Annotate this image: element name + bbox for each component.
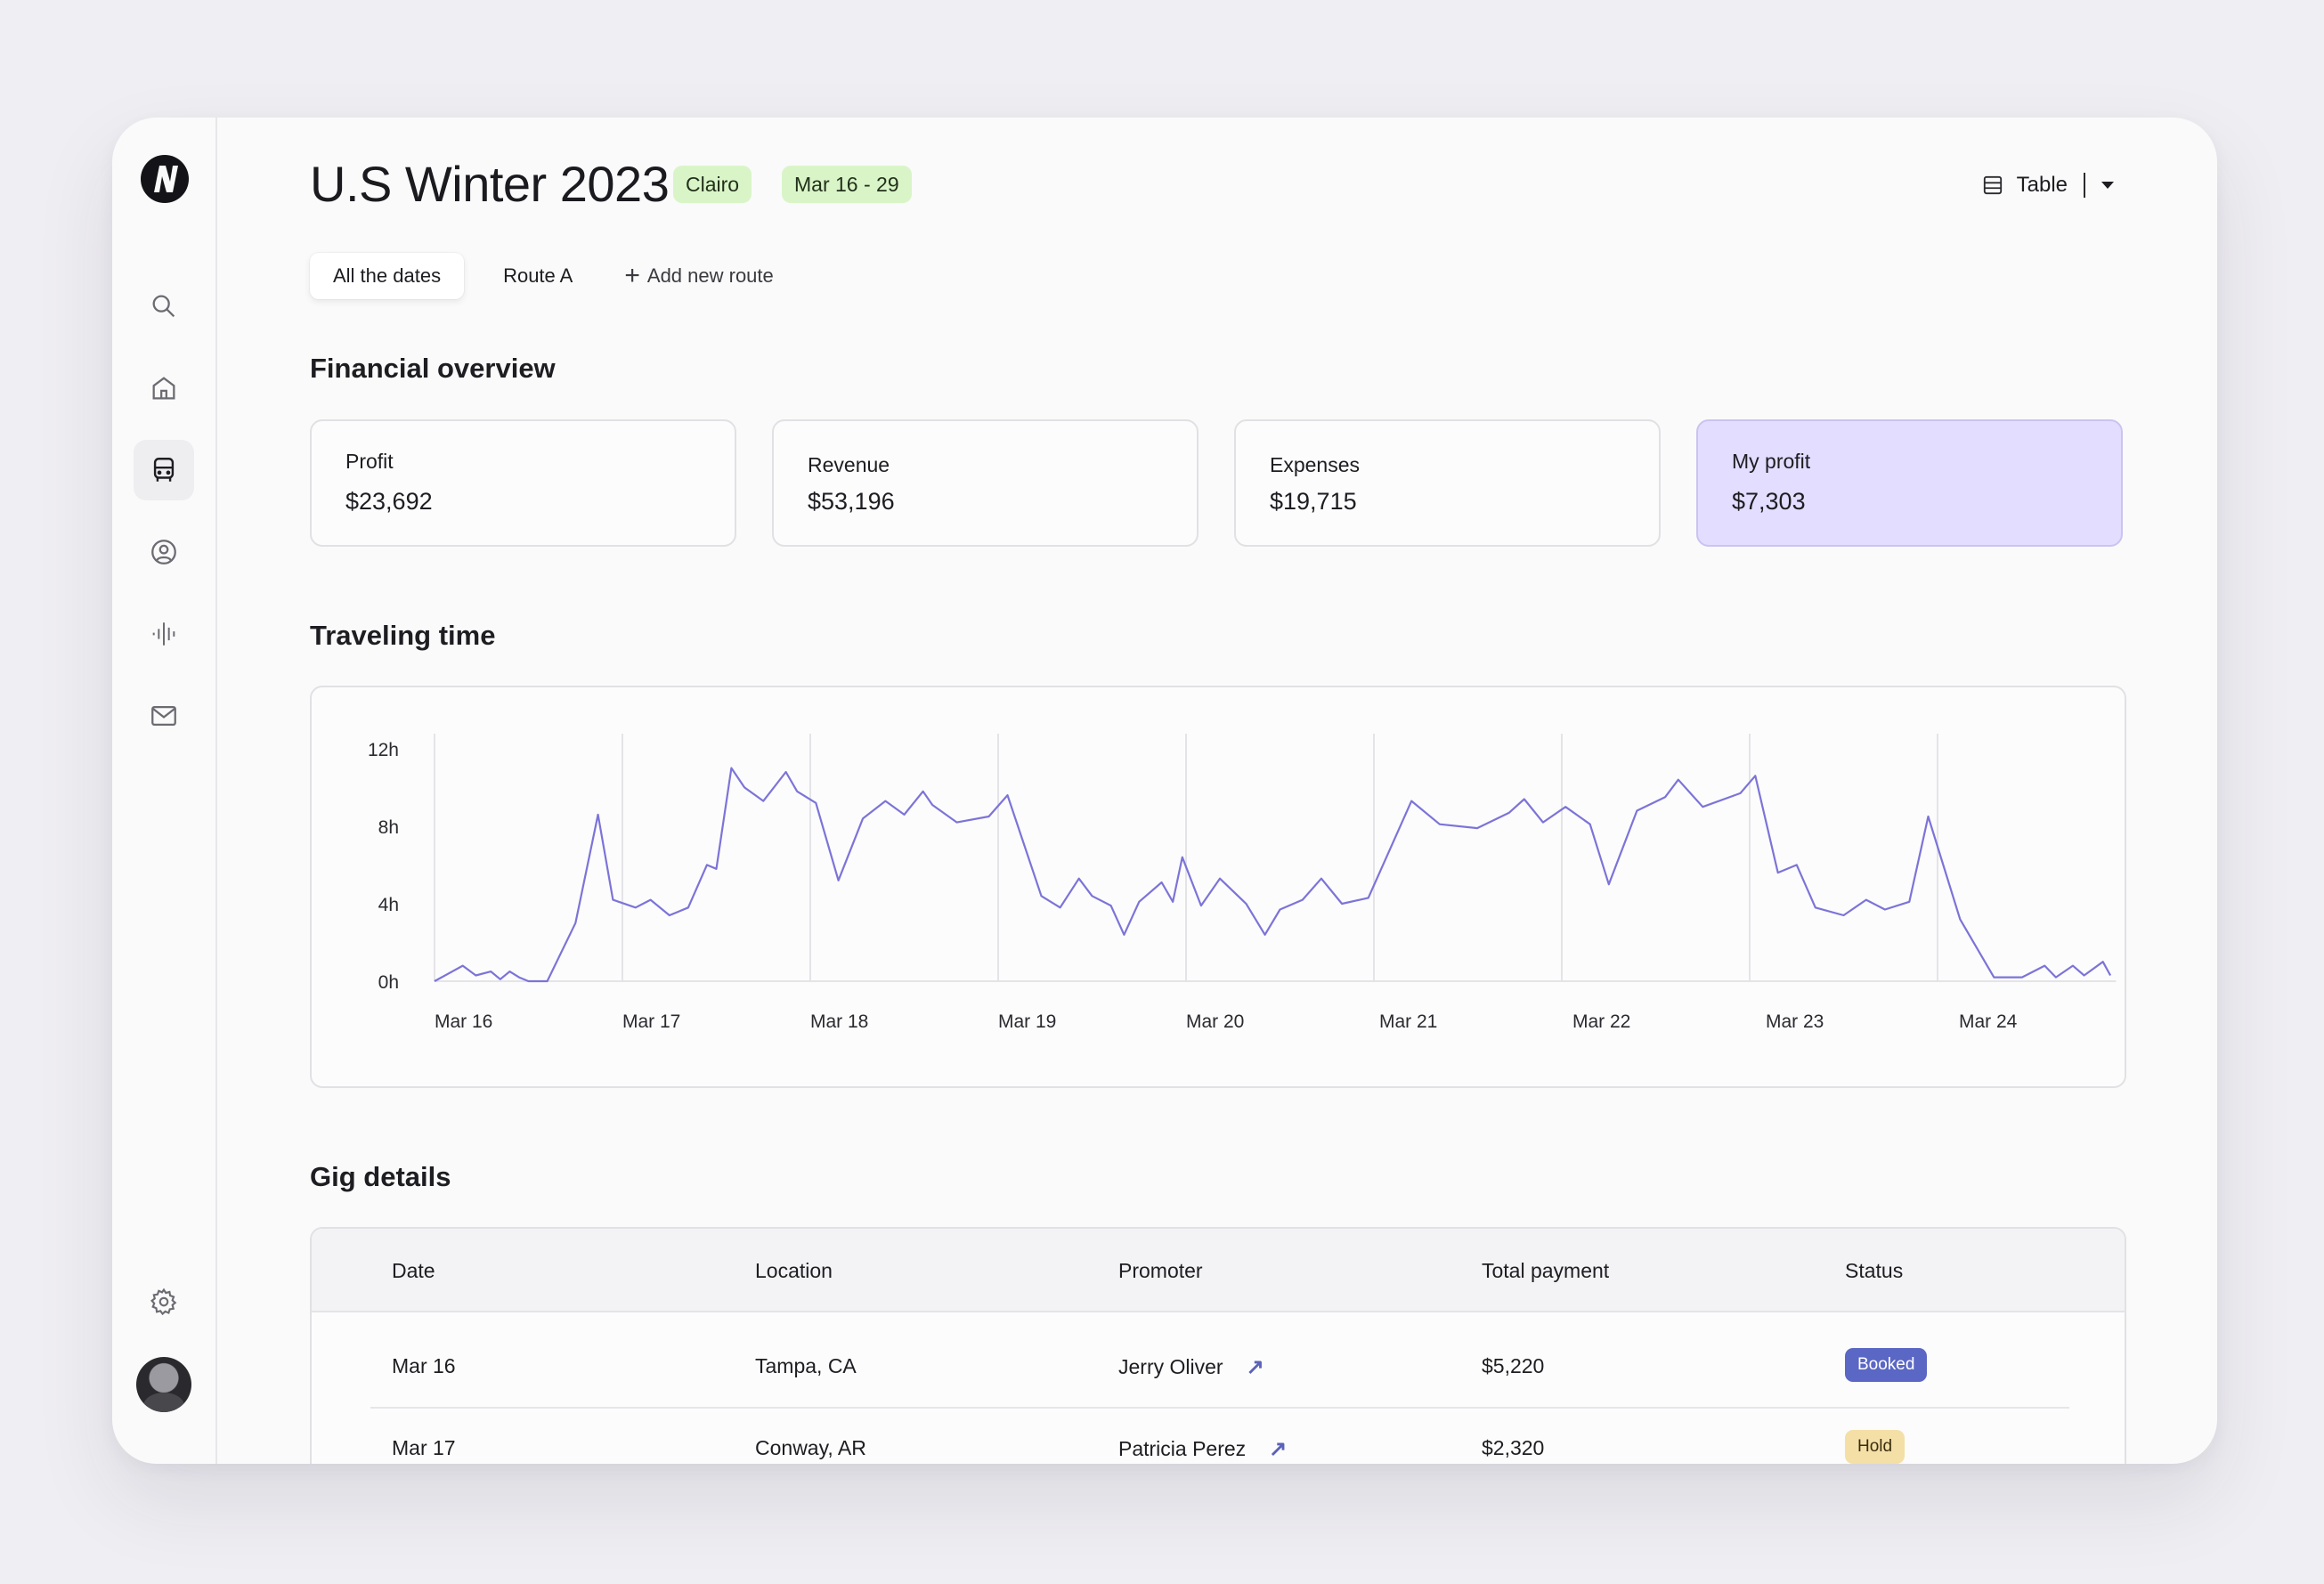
x-tick-label: Mar 20	[1186, 1011, 1244, 1032]
cell-payment: $2,320	[1482, 1436, 1545, 1459]
user-icon[interactable]	[134, 522, 194, 582]
main-content: U.S Winter 2023 Clairo Mar 16 - 29 Table…	[310, 118, 2217, 1464]
cell-date: Mar 16	[392, 1354, 456, 1377]
view-label: Table	[2016, 173, 2068, 197]
card-label: Profit	[345, 450, 394, 473]
card-value: $7,303	[1732, 488, 1806, 515]
page-title: U.S Winter 2023	[310, 156, 670, 212]
traveling-time-title: Traveling time	[310, 620, 496, 651]
x-tick-label: Mar 24	[1959, 1011, 2018, 1032]
column-header-status[interactable]: Status	[1845, 1259, 1904, 1282]
promoter-name: Jerry Oliver	[1118, 1355, 1223, 1378]
y-tick-label: 8h	[378, 817, 399, 838]
y-tick-label: 0h	[378, 972, 399, 993]
x-tick-label: Mar 18	[810, 1011, 868, 1032]
x-tick-label: Mar 23	[1766, 1011, 1824, 1032]
gig-table: Date Location Promoter Total payment Sta…	[310, 1227, 2126, 1464]
status-badge: Hold	[1845, 1430, 1906, 1464]
chart-svg: 0h 4h 8h 12h Mar 16 Mar 17 Mar 18 Mar 19 Mar 20 M…	[368, 734, 2117, 1032]
search-icon[interactable]	[134, 276, 194, 337]
avatar[interactable]	[136, 1357, 191, 1412]
cell-promoter: Jerry Oliver ↗	[1118, 1354, 1264, 1380]
sidebar	[112, 118, 217, 1464]
audio-wave-icon[interactable]	[134, 604, 194, 664]
route-tabs: All the dates Route A + Add new route	[310, 253, 797, 299]
table-icon	[1983, 175, 2002, 195]
x-tick-label: Mar 16	[435, 1011, 492, 1032]
cell-location: Tampa, CA	[755, 1354, 857, 1377]
date-range-chip[interactable]: Mar 16 - 29	[782, 166, 912, 203]
tab-route-a[interactable]: Route A	[503, 264, 573, 287]
promoter-name: Patricia Perez	[1118, 1437, 1247, 1460]
external-link-icon[interactable]: ↗	[1269, 1437, 1288, 1461]
external-link-icon[interactable]: ↗	[1246, 1355, 1264, 1379]
tab-all-dates[interactable]: All the dates	[310, 253, 465, 299]
column-header-payment[interactable]: Total payment	[1482, 1259, 1610, 1282]
card-value: $53,196	[808, 488, 895, 515]
revenue-card[interactable]: Revenue $53,196	[772, 419, 1199, 547]
add-route-label: Add new route	[646, 264, 774, 287]
gear-icon[interactable]	[134, 1271, 194, 1332]
cell-location: Conway, AR	[755, 1436, 866, 1459]
plus-icon: +	[624, 261, 640, 290]
status-badge: Booked	[1845, 1348, 1928, 1382]
financial-overview-title: Financial overview	[310, 353, 556, 384]
column-header-date[interactable]: Date	[392, 1259, 435, 1282]
y-tick-label: 12h	[368, 740, 399, 760]
x-tick-label: Mar 17	[622, 1011, 680, 1032]
card-label: Revenue	[808, 453, 890, 476]
my-profit-card[interactable]: My profit $7,303	[1696, 419, 2123, 547]
card-value: $23,692	[345, 488, 433, 515]
table-header: Date Location Promoter Total payment Sta…	[312, 1229, 2125, 1312]
series-line	[434, 767, 2112, 983]
traveling-time-chart: 0h 4h 8h 12h Mar 16 Mar 17 Mar 18 Mar 19 Mar 20 M…	[310, 686, 2126, 1088]
card-label: My profit	[1732, 450, 1811, 473]
view-divider	[2084, 173, 2085, 198]
x-tick-label: Mar 19	[998, 1011, 1056, 1032]
row-divider	[370, 1407, 2069, 1409]
column-header-location[interactable]: Location	[755, 1259, 833, 1282]
cell-date: Mar 17	[392, 1436, 456, 1459]
x-tick-label: Mar 21	[1379, 1011, 1437, 1032]
cell-payment: $5,220	[1482, 1354, 1545, 1377]
card-value: $19,715	[1270, 488, 1357, 515]
y-tick-label: 4h	[378, 895, 399, 915]
x-tick-label: Mar 22	[1572, 1011, 1630, 1032]
app-window: U.S Winter 2023 Clairo Mar 16 - 29 Table…	[112, 118, 2217, 1464]
add-route-button[interactable]: + Add new route	[606, 253, 796, 299]
column-header-promoter[interactable]: Promoter	[1118, 1259, 1203, 1282]
gig-details-title: Gig details	[310, 1161, 451, 1192]
mail-icon[interactable]	[134, 686, 194, 746]
artist-chip[interactable]: Clairo	[673, 166, 752, 203]
home-icon[interactable]	[134, 358, 194, 418]
logo-icon[interactable]	[139, 153, 191, 205]
profit-card[interactable]: Profit $23,692	[310, 419, 736, 547]
caret-down-icon[interactable]	[2100, 180, 2116, 191]
cell-promoter: Patricia Perez ↗	[1118, 1436, 1287, 1462]
bus-icon[interactable]	[134, 440, 194, 500]
expenses-card[interactable]: Expenses $19,715	[1234, 419, 1661, 547]
view-toggle[interactable]: Table	[1981, 173, 2116, 198]
card-label: Expenses	[1270, 453, 1361, 476]
